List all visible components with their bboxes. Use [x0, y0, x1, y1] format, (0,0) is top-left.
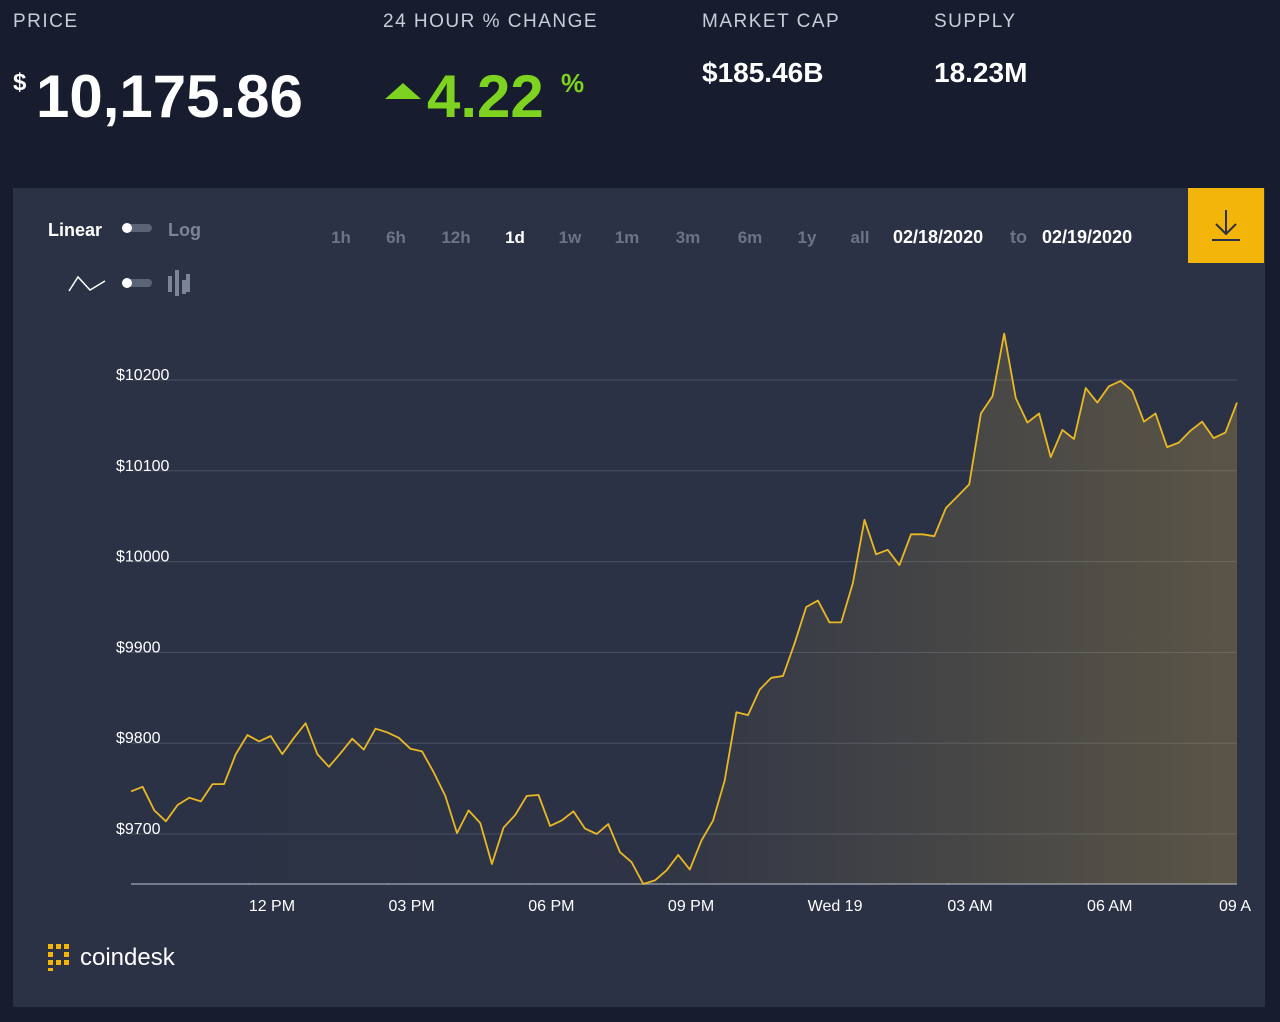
price-line	[130, 332, 1238, 885]
range-button[interactable]: 3m	[676, 228, 701, 247]
range-button[interactable]: 1m	[615, 228, 640, 247]
change-value: 4.22	[427, 63, 544, 130]
price-value: 10,175.86	[36, 63, 303, 130]
price-label: PRICE	[13, 11, 79, 32]
x-tick-label: 06 PM	[528, 898, 574, 915]
supply-label: SUPPLY	[934, 11, 1017, 32]
range-button[interactable]: 1y	[798, 228, 817, 247]
up-arrow	[385, 83, 421, 99]
range-button[interactable]: 1h	[331, 228, 351, 247]
x-tick-label: 12 PM	[249, 898, 295, 915]
range-button[interactable]: 6m	[738, 228, 763, 247]
line-icon[interactable]	[68, 275, 106, 292]
range-button[interactable]: all	[851, 228, 870, 247]
x-tick-label: Wed 19	[808, 898, 863, 915]
brand-name: coindesk	[80, 944, 176, 971]
x-tick-label: 06 AM	[1087, 898, 1132, 915]
currency: $	[13, 69, 27, 96]
change-unit: %	[561, 68, 584, 98]
x-tick-label: 03 PM	[389, 898, 435, 915]
date-from[interactable]: 02/18/2020	[893, 227, 983, 247]
range-button[interactable]: 12h	[441, 228, 470, 247]
date-to[interactable]: 02/19/2020	[1042, 227, 1132, 247]
candle-icon[interactable]	[168, 270, 190, 296]
x-tick-label: 09 A	[1219, 898, 1251, 915]
linear-toggle[interactable]: Linear	[48, 220, 102, 240]
market-cap-label: MARKET CAP	[702, 11, 840, 32]
x-tick-label: 09 PM	[668, 898, 714, 915]
y-tick-label: $10200	[116, 367, 169, 384]
y-tick-label: $9800	[116, 730, 161, 747]
date-separator: to	[1010, 227, 1027, 247]
log-toggle[interactable]: Log	[168, 220, 201, 240]
type-switch-knob[interactable]	[122, 278, 132, 288]
x-tick-label: 03 AM	[947, 898, 992, 915]
brand-logo	[48, 944, 69, 971]
range-button[interactable]: 6h	[386, 228, 406, 247]
y-tick-label: $9900	[116, 639, 161, 656]
scale-switch-knob[interactable]	[122, 223, 132, 233]
market-cap-value: $185.46B	[702, 57, 823, 88]
range-button[interactable]: 1w	[559, 228, 582, 247]
y-tick-label: $10000	[116, 549, 169, 566]
y-tick-label: $10100	[116, 458, 169, 475]
supply-value: 18.23M	[934, 57, 1027, 88]
range-button[interactable]: 1d	[505, 228, 525, 247]
download-button[interactable]	[1188, 188, 1264, 263]
change-label: 24 HOUR % CHANGE	[383, 11, 598, 32]
